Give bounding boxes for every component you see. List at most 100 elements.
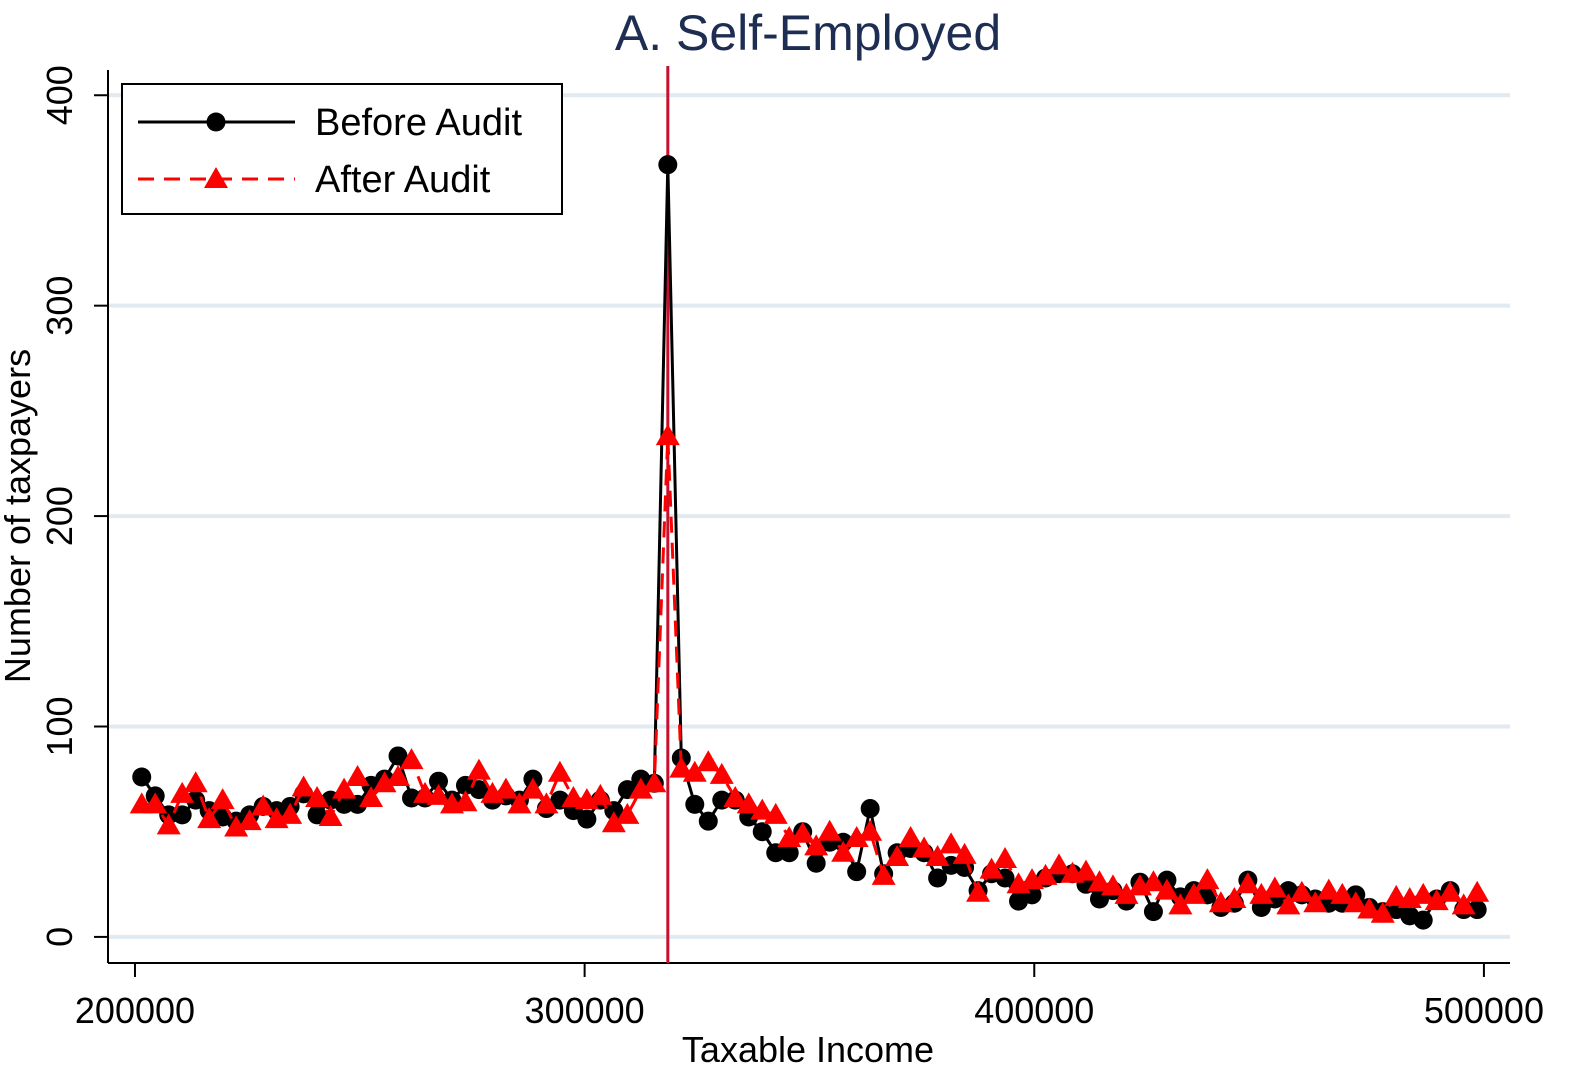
data-point	[372, 771, 397, 793]
legend-marker	[204, 167, 228, 188]
data-point	[1316, 878, 1341, 900]
data-point	[655, 424, 680, 446]
data-point	[1235, 872, 1260, 894]
data-point	[170, 781, 195, 803]
data-point	[779, 843, 799, 863]
data-point	[197, 807, 222, 829]
data-point	[1222, 887, 1247, 909]
data-point	[318, 804, 343, 826]
data-point	[601, 811, 626, 833]
data-point	[831, 840, 856, 862]
data-point	[806, 853, 826, 873]
data-point	[871, 863, 896, 885]
data-point	[388, 746, 408, 766]
data-point	[912, 836, 937, 858]
legend: Before Audit After Audit	[121, 83, 563, 215]
data-point	[520, 777, 545, 799]
legend-box	[121, 83, 563, 215]
data-point	[1114, 882, 1139, 904]
data-point	[453, 790, 478, 812]
data-point	[1276, 893, 1301, 915]
data-point	[682, 760, 707, 782]
data-point	[752, 822, 772, 842]
data-point	[615, 802, 640, 824]
data-point	[132, 767, 152, 787]
data-point	[696, 750, 721, 772]
data-point	[1047, 853, 1072, 875]
data-point	[966, 880, 991, 902]
data-point	[588, 783, 613, 805]
x-tick-label: 400000	[974, 990, 1094, 1031]
data-point	[993, 847, 1018, 869]
data-point	[183, 771, 208, 793]
data-point	[466, 758, 491, 780]
data-point	[952, 842, 977, 864]
data-point	[1424, 889, 1449, 911]
data-point	[426, 783, 451, 805]
data-point	[1143, 902, 1163, 922]
data-point	[1370, 901, 1395, 923]
data-point	[172, 805, 192, 825]
y-tick-label: 300	[39, 276, 80, 336]
data-point	[925, 844, 950, 866]
x-tick-label: 500000	[1424, 990, 1544, 1031]
data-point	[1465, 880, 1490, 902]
data-point	[928, 868, 948, 888]
data-point	[1195, 868, 1220, 890]
data-point	[1141, 870, 1166, 892]
data-point	[1413, 910, 1433, 930]
legend-label: Before Audit	[315, 102, 522, 144]
data-point	[237, 809, 262, 831]
data-point	[669, 756, 694, 778]
data-point	[1033, 863, 1058, 885]
data-point	[1411, 882, 1436, 904]
data-point	[399, 748, 424, 770]
data-point	[251, 794, 276, 816]
y-tick-label: 0	[39, 927, 80, 947]
x-tick-label: 300000	[525, 990, 645, 1031]
data-point	[1168, 893, 1193, 915]
data-point	[1087, 870, 1112, 892]
data-point	[1262, 876, 1287, 898]
data-point	[359, 786, 384, 808]
data-point	[979, 857, 1004, 879]
data-point	[307, 805, 327, 825]
data-point	[224, 815, 249, 837]
data-point	[817, 819, 842, 841]
data-point	[291, 775, 316, 797]
data-point	[143, 792, 168, 814]
data-point	[577, 809, 597, 829]
data-point	[642, 771, 667, 793]
data-point	[1357, 897, 1382, 919]
data-point	[507, 792, 532, 814]
data-point	[1451, 893, 1476, 915]
data-point	[604, 801, 624, 821]
data-point	[804, 834, 829, 856]
data-point	[1154, 878, 1179, 900]
data-point	[685, 794, 705, 814]
chart-title: A. Self-Employed	[615, 5, 1001, 61]
data-point	[1438, 880, 1463, 902]
data-point	[1181, 882, 1206, 904]
data-point	[1330, 882, 1355, 904]
data-point	[847, 862, 867, 882]
data-point	[709, 762, 734, 784]
x-axis-label: Taxable Income	[682, 1029, 934, 1070]
data-point	[698, 811, 718, 831]
legend-marker	[206, 112, 226, 132]
data-point	[156, 813, 181, 835]
data-point	[1303, 891, 1328, 913]
data-point	[766, 843, 786, 863]
data-point	[428, 771, 448, 791]
y-tick-label: 200	[39, 486, 80, 546]
data-point	[939, 832, 964, 854]
data-point	[534, 792, 559, 814]
data-point	[860, 799, 880, 819]
data-point	[210, 788, 235, 810]
data-point	[278, 802, 303, 824]
data-point	[386, 764, 411, 786]
data-point	[736, 792, 761, 814]
data-point	[1249, 882, 1274, 904]
data-point	[750, 798, 775, 820]
